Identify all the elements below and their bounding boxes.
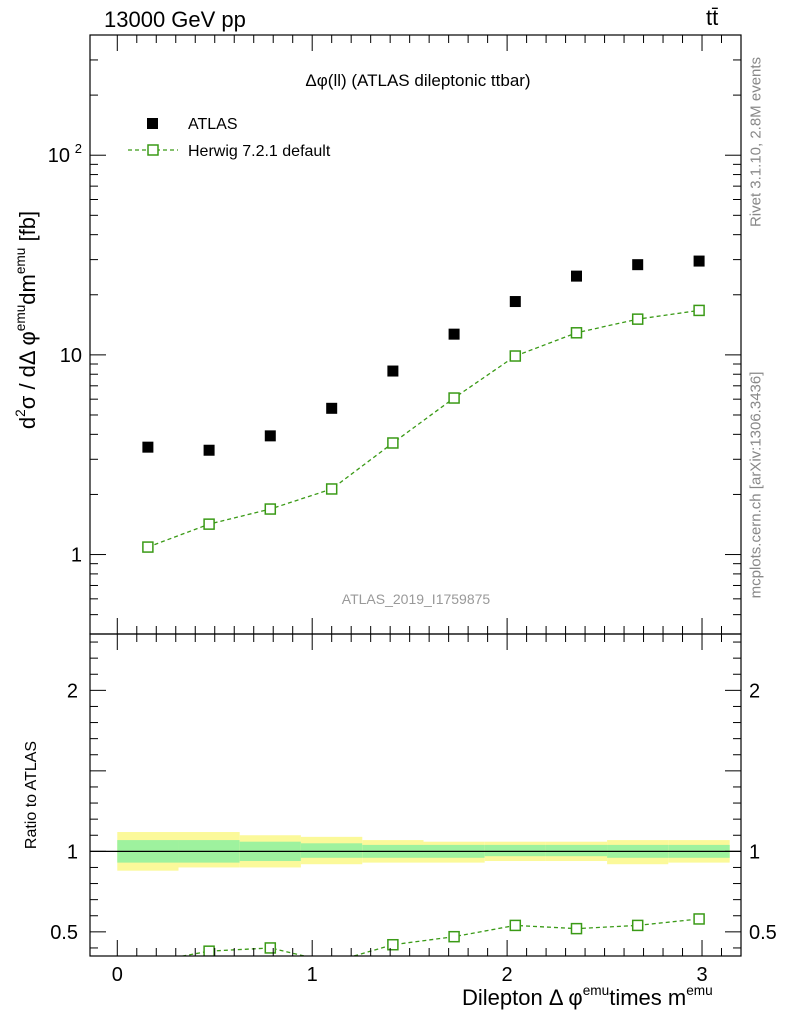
mc-point (142, 541, 154, 553)
analysis-watermark: ATLAS_2019_I1759875 (342, 591, 491, 607)
x-tick-label: 3 (696, 964, 707, 986)
ratio-y-tick-label-right: 2 (749, 680, 760, 702)
ratio-mc-point (264, 942, 277, 954)
ratio-y-tick-label: 0.5 (50, 922, 78, 944)
mc-point (203, 518, 215, 530)
main-y-tick-label: 10 (60, 345, 82, 367)
process-label: tt̄ (706, 5, 719, 30)
ratio-mc-point (327, 957, 337, 967)
atlas-data-point (142, 441, 154, 453)
ratio-y-tick-label: 2 (67, 680, 78, 702)
ratio-mc-point (509, 919, 522, 932)
ratio-mc-point (203, 945, 215, 956)
mc-point (631, 313, 644, 325)
mc-point (693, 304, 705, 317)
ratio-mc-point (570, 922, 583, 935)
mc-point (264, 503, 277, 515)
atlas-data-point (509, 296, 521, 308)
mc-point (570, 327, 583, 339)
ratio-y-tick-label-right: 0.5 (749, 922, 777, 944)
ratio-mc-point (631, 919, 644, 932)
ratio-y-tick-label-right: 1 (749, 841, 760, 863)
mc-point (325, 483, 338, 495)
atlas-data-point (632, 259, 644, 271)
legend-herwig-label: Herwig 7.2.1 default (188, 143, 331, 160)
ratio-mc-series (143, 913, 705, 967)
ratio-band-inner (300, 843, 363, 858)
ratio-mc-point (693, 913, 705, 925)
ratio-mc-point (387, 938, 399, 951)
main-y-tick-label-exponent: 2 (75, 141, 82, 156)
atlas-data-point (448, 328, 460, 340)
ratio-plot-frame (89, 633, 742, 957)
atlas-data-point (570, 270, 582, 282)
legend: ATLAS Herwig 7.2.1 default (128, 116, 331, 160)
x-tick-label: 1 (307, 964, 318, 986)
legend-atlas-label: ATLAS (188, 116, 238, 133)
collision-label: 13000 GeV pp (104, 7, 246, 32)
main-y-tick-label: 10 (48, 145, 70, 167)
atlas-data-point (387, 365, 399, 377)
plot-title: Δφ(ll) (ATLAS dileptonic ttbar) (305, 71, 530, 90)
ratio-band-inner (484, 844, 546, 857)
x-tick-label: 2 (502, 964, 513, 986)
ratio-mc-line (179, 918, 700, 956)
x-tick-label: 0 (112, 964, 123, 986)
atlas-data-point (326, 402, 338, 414)
ratio-mc-point (448, 930, 460, 943)
atlas-data-point (264, 430, 276, 442)
atlas-data-point (203, 444, 215, 456)
main-y-tick-label: 1 (71, 545, 82, 567)
legend-herwig-marker (147, 144, 159, 156)
mc-point (448, 392, 460, 404)
mc-point (509, 350, 522, 362)
ratio-mc-point (143, 957, 153, 967)
x-axis-label: Dilepton Δ φemutimes memu (462, 982, 713, 1010)
legend-atlas-marker (147, 118, 158, 129)
atlas-data-point (693, 255, 705, 267)
mc-point (387, 437, 399, 449)
mc-series-line (147, 309, 700, 548)
ratio-y-tick-label: 1 (67, 841, 78, 863)
ratio-band-inner (545, 844, 608, 857)
